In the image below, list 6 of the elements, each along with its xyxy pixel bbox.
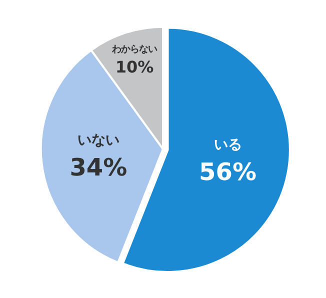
slice-label: わからない [111,44,158,55]
slice-label: いる [214,136,242,153]
data-label: 10% [115,58,154,77]
data-label: 56% [199,158,256,186]
slice-label: いない [77,132,120,149]
data-label: 34% [70,154,128,182]
